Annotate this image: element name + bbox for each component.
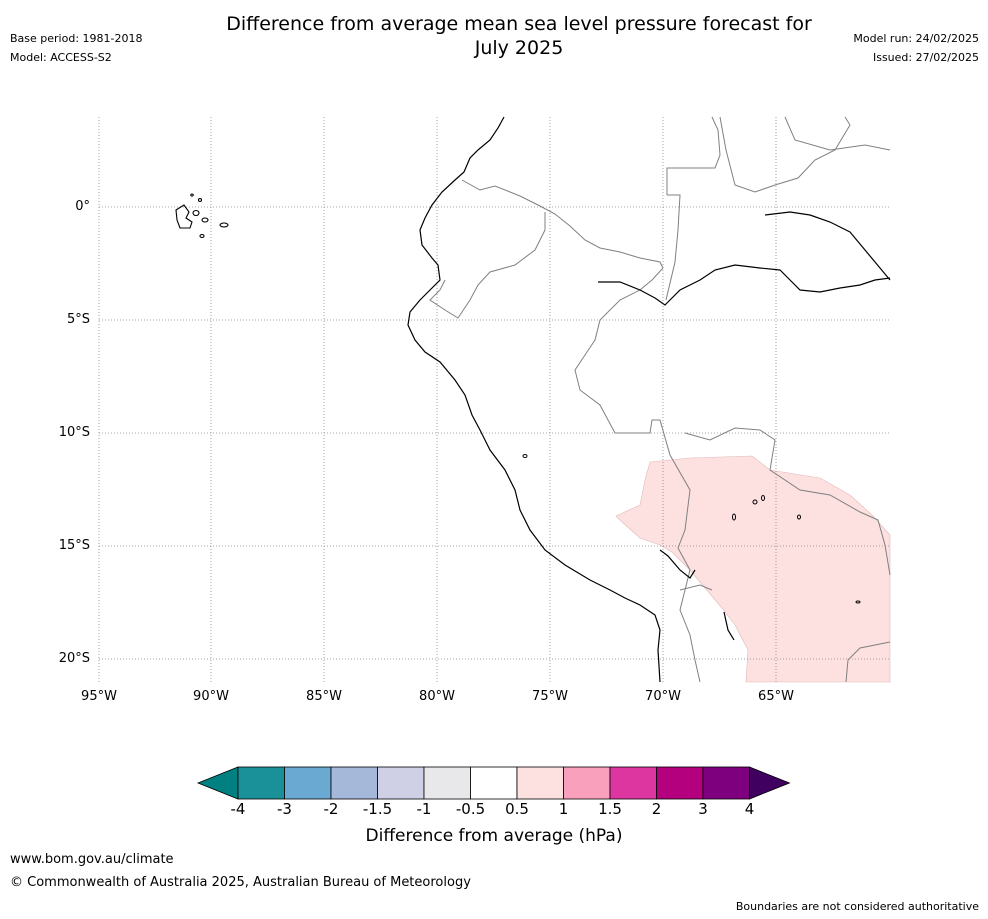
title-line-1: Difference from average mean sea level p… — [226, 13, 812, 35]
lat-label-0: 0° — [75, 199, 90, 214]
lat-label-20s: 20°S — [58, 651, 90, 666]
footer-disclaimer: Boundaries are not considered authoritat… — [735, 900, 979, 913]
colorbar-tick-label: 3 — [698, 800, 708, 818]
colorbar-tick-label: -1.5 — [362, 800, 393, 818]
lat-label-5s: 5°S — [66, 312, 90, 327]
colorbar — [196, 766, 791, 800]
issued-text: Issued: 27/02/2025 — [872, 51, 979, 64]
lon-label-85w: 85°W — [306, 689, 342, 704]
colorbar-extend-low — [196, 766, 239, 800]
colorbar-tick-label: -1 — [416, 800, 432, 818]
lon-label-75w: 75°W — [532, 689, 568, 704]
lat-label-10s: 10°S — [58, 425, 90, 440]
colorbar-swatch — [516, 766, 564, 800]
lon-label-70w: 70°W — [645, 689, 681, 704]
colorbar-swatch — [284, 766, 332, 800]
gridlines — [98, 117, 890, 682]
colorbar-swatch — [470, 766, 518, 800]
colorbar-tick-label: 2 — [651, 800, 662, 818]
colorbar-tick-label: -2 — [323, 800, 339, 818]
lon-label-90w: 90°W — [193, 689, 229, 704]
colorbar-label: Difference from average (hPa) — [365, 826, 623, 846]
colorbar-swatch — [423, 766, 471, 800]
title-line-2: July 2025 — [474, 37, 564, 59]
colorbar-tick-label: -4 — [230, 800, 246, 818]
colorbar-swatch — [656, 766, 704, 800]
lat-label-15s: 15°S — [58, 538, 90, 553]
colorbar-swatch — [702, 766, 750, 800]
coastlines — [407, 116, 891, 683]
colorbar-tick-label: -0.5 — [455, 800, 486, 818]
model-run-text: Model run: 24/02/2025 — [853, 32, 979, 45]
colorbar-swatch — [563, 766, 611, 800]
colorbar-swatch — [330, 766, 378, 800]
base-period-text: Base period: 1981-2018 — [10, 32, 143, 45]
colorbar-tick-label: 1 — [558, 800, 569, 818]
colorbar-tick-label: 1.5 — [598, 800, 622, 818]
small-lakes — [522, 454, 861, 604]
lon-label-65w: 65°W — [758, 689, 794, 704]
footer-copyright: © Commonwealth of Australia 2025, Austra… — [10, 875, 471, 890]
galapagos-islands — [175, 193, 229, 239]
footer-url: www.bom.gov.au/climate — [10, 852, 174, 867]
model-text: Model: ACCESS-S2 — [10, 51, 112, 64]
colorbar-swatch — [237, 766, 285, 800]
colorbar-swatch — [609, 766, 657, 800]
colorbar-swatch — [377, 766, 425, 800]
colorbar-extend-high — [749, 766, 791, 800]
country-borders — [429, 116, 891, 683]
lon-label-80w: 80°W — [419, 689, 455, 704]
lon-label-95w: 95°W — [81, 689, 117, 704]
positive-anomaly-region — [615, 455, 891, 683]
chart-title: Difference from average mean sea level p… — [194, 12, 844, 60]
colorbar-tick-label: 0.5 — [505, 800, 529, 818]
colorbar-tick-label: 4 — [744, 800, 755, 818]
colorbar-tick-label: -3 — [277, 800, 292, 818]
